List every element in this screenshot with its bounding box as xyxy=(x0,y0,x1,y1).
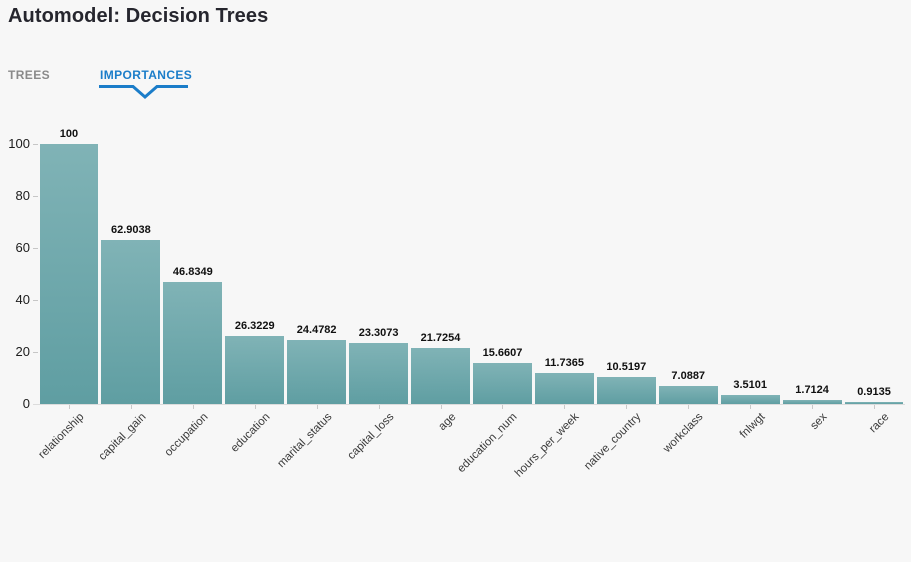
bar-marital_status xyxy=(287,340,347,404)
bar-occupation xyxy=(163,282,223,404)
bar-value-label: 7.0887 xyxy=(671,369,706,382)
x-axis-tick-mark xyxy=(812,405,814,409)
x-axis-tick-mark xyxy=(564,405,566,409)
bar-native_country xyxy=(596,376,656,404)
y-axis-tick-label: 80 xyxy=(15,188,30,203)
bar-education_num xyxy=(473,363,532,404)
bar-race xyxy=(844,401,904,404)
bar-value-label: 46.8349 xyxy=(172,266,213,279)
bar-value-label: 15.6607 xyxy=(482,347,523,360)
y-axis-tick-mark xyxy=(33,352,38,353)
x-axis-tick-mark xyxy=(68,405,70,409)
y-axis-tick-mark xyxy=(33,196,38,197)
x-axis-tick-mark xyxy=(874,405,876,409)
tab-importances-label: IMPORTANCES xyxy=(100,68,193,82)
bar-value-label: 0.9135 xyxy=(857,385,891,398)
bar-value-label: 62.9038 xyxy=(111,224,151,237)
bar-value-label: 10.5197 xyxy=(606,360,647,373)
feature-importances-bar-chart: 0 20 40 60 80 100 100 relationship 62.9038 capita… xyxy=(8,128,905,480)
y-axis-tick-mark xyxy=(33,248,38,249)
x-axis-tick-mark xyxy=(440,405,442,409)
tab-trees[interactable]: TREES xyxy=(8,68,51,82)
bar-value-label: 26.3229 xyxy=(234,319,275,332)
bar-value-label: 3.5101 xyxy=(733,378,767,391)
y-axis-tick-label: 100 xyxy=(8,136,30,151)
x-axis-tick-mark xyxy=(688,405,690,409)
bar-value-label: 100 xyxy=(59,128,79,140)
x-axis-tick-mark xyxy=(626,405,628,409)
bar-sex xyxy=(782,399,842,404)
bar-value-label: 1.7124 xyxy=(795,383,829,396)
bar-fnlwgt xyxy=(720,394,780,404)
x-axis-tick-mark xyxy=(254,405,256,409)
bar-hours_per_week xyxy=(534,373,594,404)
x-axis-tick-mark xyxy=(502,405,504,409)
tab-bar: TREES IMPORTANCES xyxy=(8,68,193,99)
y-axis-tick-label: 60 xyxy=(15,240,30,255)
page-title: Automodel: Decision Trees xyxy=(8,5,269,27)
x-axis-tick-mark xyxy=(192,405,194,409)
y-axis-tick-label: 40 xyxy=(15,292,30,307)
x-axis-tick-mark xyxy=(750,405,752,409)
automodel-panel: Automodel: Decision Trees TREES IMPORTAN… xyxy=(8,5,905,480)
bar-capital_gain xyxy=(101,240,161,404)
bar-capital_loss xyxy=(349,343,409,404)
x-axis-tick-mark xyxy=(316,405,318,409)
bar-workclass xyxy=(658,385,718,404)
x-axis-label-race: race xyxy=(867,411,892,436)
bar-education xyxy=(225,335,285,404)
bar-value-label: 23.3073 xyxy=(358,327,399,340)
bar-value-label: 24.4782 xyxy=(296,324,337,337)
x-axis-tick-mark xyxy=(130,405,132,409)
bar-value-label: 21.7254 xyxy=(420,331,461,344)
y-axis-tick-mark xyxy=(33,300,38,301)
y-axis-tick-label: 0 xyxy=(22,396,30,411)
y-axis-tick-mark xyxy=(33,144,38,145)
bar-relationship xyxy=(39,144,99,404)
x-axis-line xyxy=(33,404,905,405)
x-axis-tick-mark xyxy=(378,405,380,409)
y-axis-tick-label: 20 xyxy=(15,344,30,359)
bar-value-label: 11.7365 xyxy=(544,357,584,370)
tab-importances[interactable]: IMPORTANCES xyxy=(99,68,193,99)
bar-age xyxy=(411,347,470,404)
active-tab-underline-chevron-icon xyxy=(99,85,189,99)
